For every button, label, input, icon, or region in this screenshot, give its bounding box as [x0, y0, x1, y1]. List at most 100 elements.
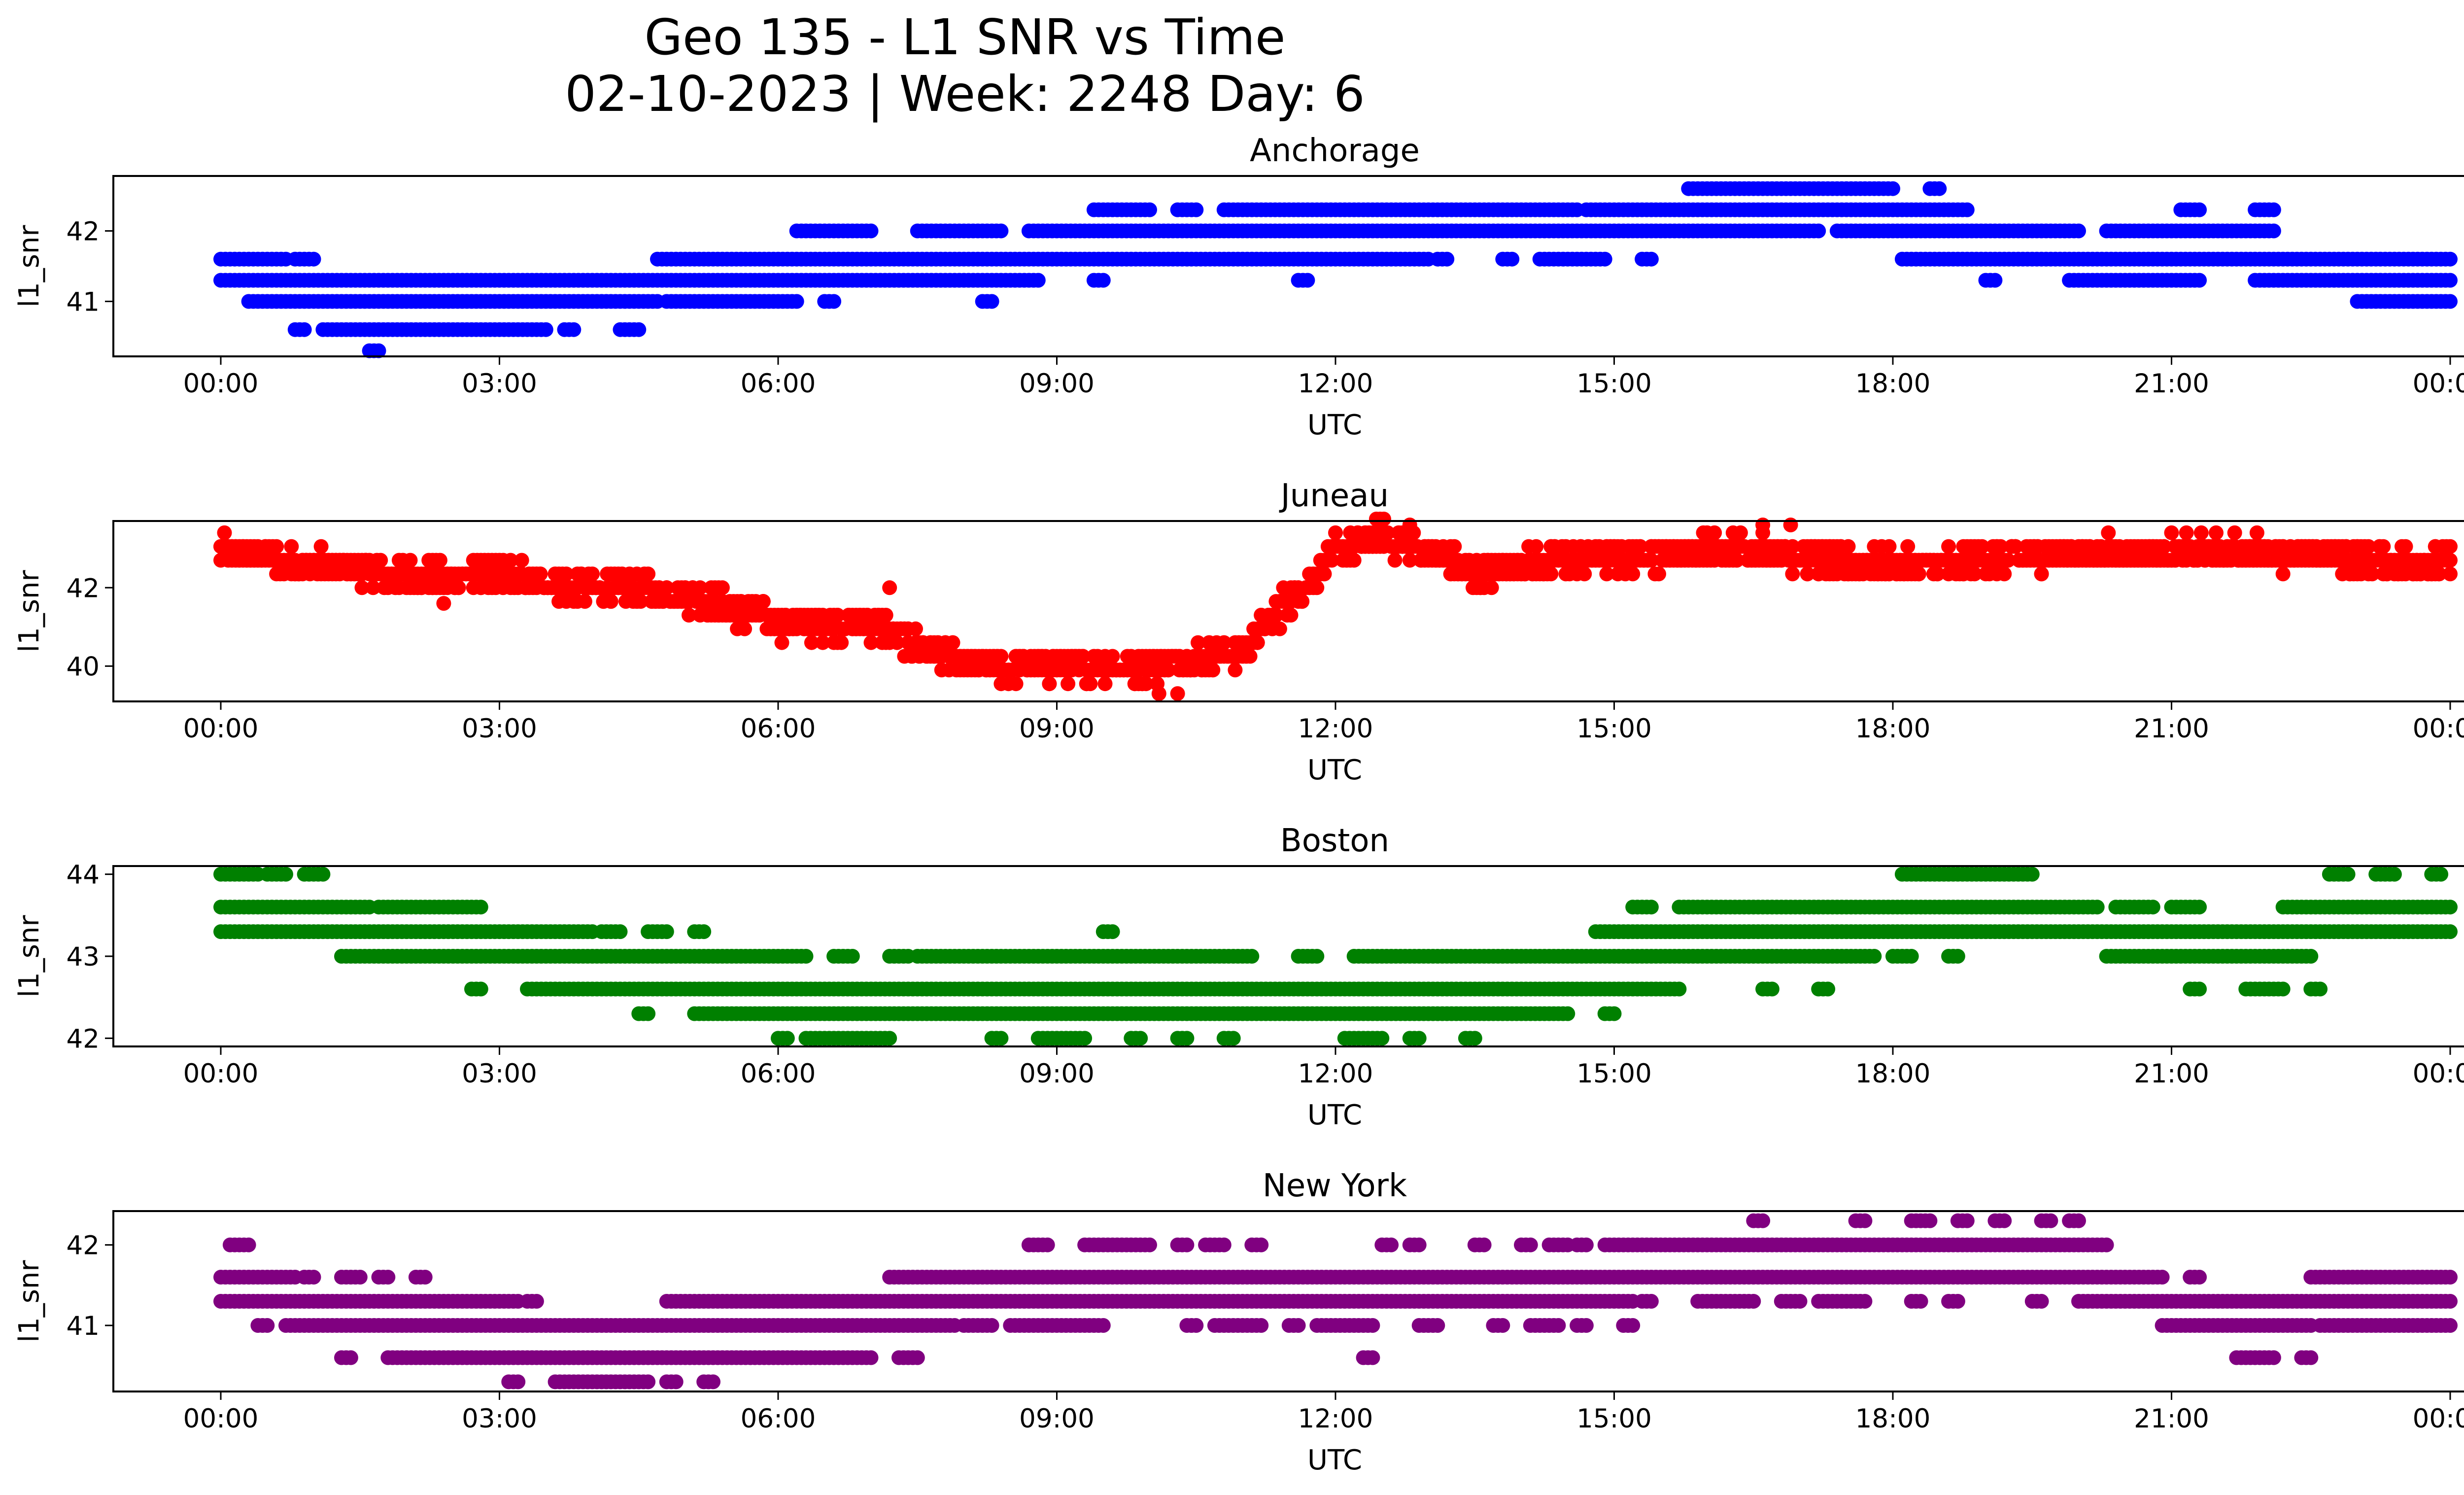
data-point [2071, 223, 2086, 239]
data-point [1189, 202, 1204, 217]
data-point [403, 553, 418, 568]
x-tick-label: 06:00 [741, 1059, 816, 1089]
data-point [1543, 566, 1559, 582]
data-point [1384, 1237, 1399, 1252]
data-point [715, 580, 730, 595]
x-tick-label: 03:00 [462, 714, 537, 744]
data-point [993, 223, 1009, 239]
data-point [737, 621, 753, 636]
data-point [1142, 202, 1157, 217]
data-point [1095, 273, 1111, 288]
x-tick-label: 21:00 [2134, 1059, 2209, 1089]
x-tick-label: 12:00 [1298, 714, 1373, 744]
data-point [1577, 566, 1592, 582]
data-point [1867, 949, 1882, 964]
x-tick-label: 21:00 [2134, 714, 2209, 744]
data-point [1529, 539, 1544, 554]
data-point [1505, 251, 1520, 267]
y-tick-label: 42 [67, 1024, 100, 1054]
data-point [2266, 202, 2281, 217]
x-tick-label: 09:00 [1019, 1059, 1095, 1089]
x-tick-label: 18:00 [1855, 714, 1931, 744]
data-point [945, 635, 960, 650]
data-point [1205, 662, 1221, 678]
data-point [2034, 566, 2049, 582]
data-point [613, 924, 628, 939]
data-point [2193, 525, 2209, 540]
panel-title: Anchorage [1250, 133, 1420, 169]
data-point [1387, 553, 1403, 568]
data-point [1346, 553, 1362, 568]
data-point [1105, 649, 1120, 664]
data-point [2089, 900, 2105, 915]
data-point [2443, 294, 2458, 309]
data-point [1900, 539, 1916, 554]
data-point [1105, 924, 1120, 939]
data-point [1374, 1031, 1390, 1046]
data-point [2145, 900, 2160, 915]
data-point [241, 1237, 256, 1252]
x-tick-label: 06:00 [741, 369, 816, 399]
x-tick-label: 09:00 [1019, 369, 1095, 399]
panel-title: Boston [1280, 823, 1389, 859]
data-point [1030, 273, 1046, 288]
data-point [503, 553, 518, 568]
data-point [2209, 525, 2224, 540]
x-axis-label: UTC [1307, 1099, 1362, 1131]
x-tick-label: 00:00 [2413, 369, 2464, 399]
data-point [1841, 539, 1856, 554]
data-point [354, 580, 370, 595]
data-point [1783, 518, 1798, 532]
x-tick-label: 12:00 [1298, 369, 1373, 399]
panel-boston: Boston UTC l1_snr 00:00 03:00 06:00 09:00 12… [13, 823, 2464, 1131]
x-tick-label: 06:00 [741, 714, 816, 744]
data-point [1142, 1237, 1157, 1252]
data-point [533, 566, 548, 582]
figure-title-line1: Geo 135 - L1 SNR vs Time [645, 8, 1286, 66]
data-point [1764, 981, 1780, 997]
data-point [984, 294, 999, 309]
data-point [1941, 539, 1956, 554]
data-point [2443, 924, 2458, 939]
data-point [1097, 676, 1113, 692]
data-point [1755, 518, 1771, 532]
y-tick-label: 42 [67, 573, 100, 603]
data-point [1295, 594, 1310, 609]
y-axis-label: l1_snr [13, 570, 45, 653]
data-point [2340, 867, 2356, 882]
y-tick-label: 42 [67, 217, 100, 247]
panel-title: New York [1263, 1168, 1407, 1204]
data-point [1254, 1237, 1269, 1252]
y-tick-label: 44 [67, 860, 100, 890]
data-point [1151, 686, 1166, 701]
data-point [566, 322, 582, 337]
data-point [559, 566, 574, 582]
x-tick-label: 21:00 [2134, 369, 2209, 399]
data-point [1411, 1031, 1427, 1046]
data-point [269, 539, 284, 554]
data-point [1733, 525, 1748, 540]
data-point [217, 525, 232, 540]
data-point [1317, 566, 1332, 582]
data-point [1523, 1237, 1538, 1252]
x-tick-label: 00:00 [183, 714, 259, 744]
data-point [1077, 1031, 1093, 1046]
y-tick-label: 41 [67, 287, 100, 317]
x-tick-label: 03:00 [462, 369, 537, 399]
data-point [641, 1006, 656, 1021]
data-point [2192, 900, 2207, 915]
data-point [1651, 566, 1666, 582]
data-point [1250, 635, 1265, 650]
data-point [417, 1270, 433, 1285]
y-axis-label: l1_snr [13, 225, 45, 308]
data-point [352, 1270, 368, 1285]
data-point [2443, 273, 2458, 288]
data-point [315, 867, 331, 882]
data-point [1447, 539, 1462, 554]
data-point [436, 596, 451, 611]
data-point [1226, 1031, 1241, 1046]
x-tick-label: 15:00 [1576, 1059, 1652, 1089]
data-point [1820, 981, 1836, 997]
data-point [1987, 273, 2003, 288]
data-point [2443, 251, 2458, 267]
